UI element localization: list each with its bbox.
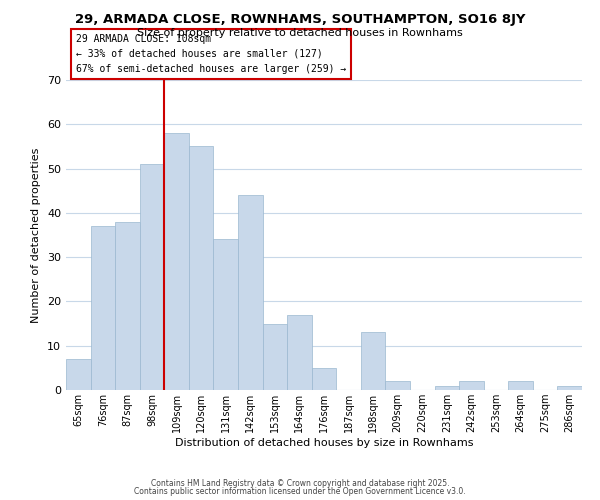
Bar	[189, 146, 214, 390]
Bar	[164, 133, 189, 390]
Bar	[385, 381, 410, 390]
Bar	[238, 195, 263, 390]
Bar	[66, 359, 91, 390]
Text: Contains public sector information licensed under the Open Government Licence v3: Contains public sector information licen…	[134, 487, 466, 496]
Bar	[434, 386, 459, 390]
Text: Contains HM Land Registry data © Crown copyright and database right 2025.: Contains HM Land Registry data © Crown c…	[151, 478, 449, 488]
Bar	[214, 240, 238, 390]
Text: 29, ARMADA CLOSE, ROWNHAMS, SOUTHAMPTON, SO16 8JY: 29, ARMADA CLOSE, ROWNHAMS, SOUTHAMPTON,…	[75, 12, 525, 26]
Bar	[312, 368, 336, 390]
Bar	[361, 332, 385, 390]
Bar	[557, 386, 582, 390]
Bar	[459, 381, 484, 390]
Bar	[508, 381, 533, 390]
Bar	[115, 222, 140, 390]
Text: 29 ARMADA CLOSE: 108sqm
← 33% of detached houses are smaller (127)
67% of semi-d: 29 ARMADA CLOSE: 108sqm ← 33% of detache…	[76, 34, 347, 74]
Bar	[287, 314, 312, 390]
Bar	[263, 324, 287, 390]
Bar	[91, 226, 115, 390]
Bar	[140, 164, 164, 390]
X-axis label: Distribution of detached houses by size in Rownhams: Distribution of detached houses by size …	[175, 438, 473, 448]
Text: Size of property relative to detached houses in Rownhams: Size of property relative to detached ho…	[137, 28, 463, 38]
Y-axis label: Number of detached properties: Number of detached properties	[31, 148, 41, 322]
